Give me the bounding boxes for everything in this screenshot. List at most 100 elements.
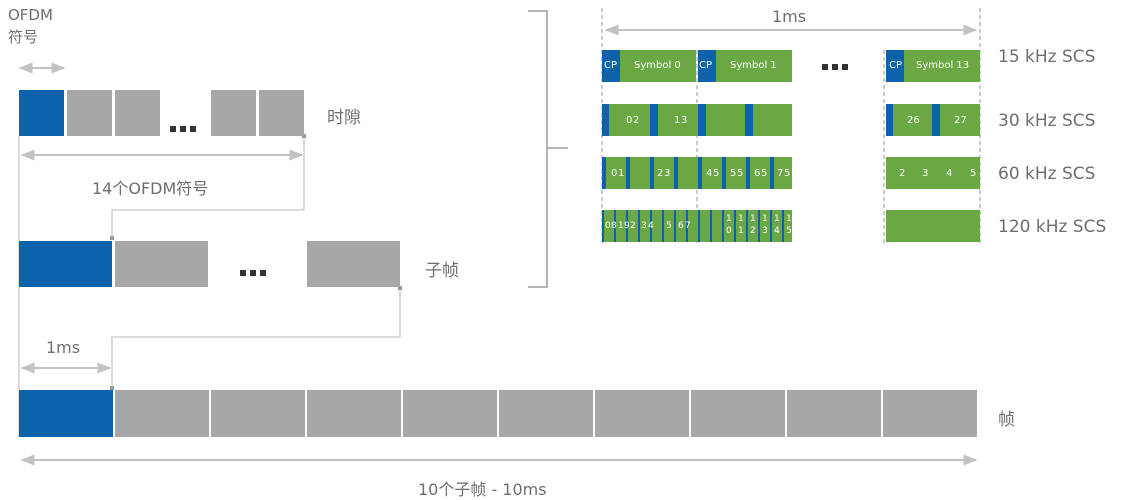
- cp-block: [698, 104, 706, 136]
- symbol-num: 5: [666, 221, 672, 231]
- cp-block: [746, 157, 750, 189]
- cp-block: [638, 210, 640, 242]
- symbol-num: 7: [777, 168, 784, 179]
- frame-subframe: [787, 390, 881, 437]
- symbol-num: 1: [750, 214, 756, 224]
- symbol-num: 4: [648, 221, 654, 231]
- slot-symbol: [259, 90, 304, 136]
- symbol-num: 2: [630, 221, 636, 231]
- symbol-num: 27: [954, 115, 967, 126]
- symbol-num: 1: [726, 214, 732, 224]
- symbol-num: 4: [706, 168, 713, 179]
- symbol-num: 4: [774, 226, 780, 236]
- cp-block: [770, 157, 774, 189]
- frame-subframe: [403, 390, 497, 437]
- symbol-num: 1: [618, 221, 624, 231]
- symbol-num: 2: [657, 168, 664, 179]
- frame-subframe: [691, 390, 785, 437]
- slot-symbol: [67, 90, 112, 136]
- symbol-label: Symbol 13: [916, 60, 970, 71]
- cp-block: [886, 104, 893, 136]
- frame-label: 帧: [998, 410, 1015, 430]
- cp-block: [782, 210, 784, 242]
- symbol-num: 7: [685, 221, 691, 231]
- frame-subframe: [115, 390, 209, 437]
- cp-block: [626, 157, 630, 189]
- subframe-label: 子帧: [425, 261, 459, 281]
- cp-block: [602, 104, 609, 136]
- cp-block: [698, 50, 716, 82]
- ofdm-symbol-label-line1: OFDM: [8, 6, 53, 24]
- symbol-num: 3: [664, 168, 671, 179]
- symbol-num: 1: [774, 214, 780, 224]
- cp-block: [614, 210, 616, 242]
- row-120-base: [602, 210, 792, 242]
- slot-ellipsis: [170, 126, 196, 132]
- symbol-num: 1: [738, 214, 744, 224]
- symbol-num: 1: [674, 115, 681, 126]
- slot-symbol: [211, 90, 256, 136]
- symbol-num: 9: [624, 221, 630, 231]
- symbol-num: 5: [737, 168, 744, 179]
- symbol-num: 0: [626, 115, 633, 126]
- subframe-ellipsis: [240, 270, 266, 276]
- scs-label-120: 120 kHz SCS: [998, 217, 1107, 237]
- right-one-ms-label: 1ms: [772, 7, 807, 26]
- slot-symbol: [115, 90, 160, 136]
- row-60-base: [602, 157, 792, 189]
- symbol-num: 1: [618, 168, 625, 179]
- subframe-frame-connector: [111, 288, 401, 388]
- cp-label: CP: [889, 60, 903, 71]
- ofdm-symbol-label-line2: 符号: [8, 28, 39, 46]
- symbol-num: 1: [786, 214, 792, 224]
- cp-block: [674, 157, 678, 189]
- cp-block: [710, 210, 712, 242]
- row-120-tail: [886, 210, 980, 242]
- symbol-num: 2: [750, 226, 756, 236]
- symbol-num: 0: [726, 226, 732, 236]
- cp-block: [758, 210, 760, 242]
- symbol-num: 8: [611, 221, 617, 231]
- symbol-num: 0: [605, 221, 611, 231]
- subframe-slot: [307, 241, 400, 287]
- cp-block: [686, 210, 688, 242]
- cp-block: [698, 210, 700, 242]
- symbol-num: 5: [786, 226, 792, 236]
- symbol-num: 6: [754, 168, 761, 179]
- scs-label-60: 60 kHz SCS: [998, 164, 1096, 184]
- row-ellipsis: [822, 64, 848, 70]
- subframe-slot: [115, 241, 208, 287]
- cp-block: [650, 210, 652, 242]
- cp-block: [722, 157, 726, 189]
- cp-block: [734, 210, 736, 242]
- symbol-num: 26: [907, 115, 920, 126]
- cp-block: [602, 50, 620, 82]
- symbol-label: Symbol 1: [730, 60, 777, 71]
- symbol-block: [620, 50, 696, 82]
- cp-label: CP: [604, 60, 618, 71]
- cp-block: [650, 104, 658, 136]
- symbol-num: 2: [633, 115, 640, 126]
- subframe-slot-blue: [19, 241, 112, 287]
- cp-block: [770, 210, 772, 242]
- symbol-num: 3: [922, 168, 929, 179]
- symbol-num: 5: [730, 168, 737, 179]
- frame-subframe: [883, 390, 977, 437]
- symbol-num: 6: [678, 221, 684, 231]
- brace: [528, 10, 568, 288]
- cp-block: [662, 210, 664, 242]
- slot-subframe-connector: [111, 136, 305, 238]
- symbol-block: [904, 50, 980, 82]
- cp-block: [932, 104, 940, 136]
- symbol-num: 5: [713, 168, 720, 179]
- symbol-num: 2: [899, 168, 906, 179]
- fourteen-symbols-label: 14个OFDM符号: [92, 179, 209, 198]
- cp-block: [722, 210, 724, 242]
- symbol-num: 5: [761, 168, 768, 179]
- cp-block: [602, 210, 604, 242]
- frame-subframe: [499, 390, 593, 437]
- cp-block: [745, 104, 753, 136]
- symbol-label: Symbol 0: [634, 60, 681, 71]
- cp-block: [602, 157, 606, 189]
